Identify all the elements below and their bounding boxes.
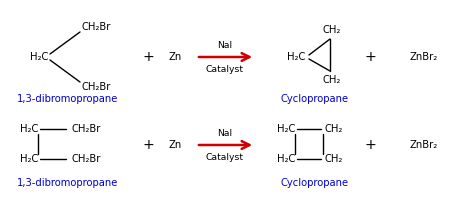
Text: CH₂: CH₂: [325, 124, 343, 134]
Text: CH₂Br: CH₂Br: [82, 82, 111, 92]
Text: CH₂: CH₂: [323, 75, 341, 85]
Text: H₂C: H₂C: [277, 124, 295, 134]
Text: NaI: NaI: [218, 40, 233, 50]
Text: H₂C: H₂C: [19, 154, 38, 164]
Text: H₂C: H₂C: [19, 124, 38, 134]
Text: ZnBr₂: ZnBr₂: [410, 52, 438, 62]
Text: H₂C: H₂C: [29, 52, 48, 62]
Text: NaI: NaI: [218, 128, 233, 138]
Text: CH₂: CH₂: [323, 25, 341, 35]
Text: CH₂Br: CH₂Br: [72, 154, 101, 164]
Text: +: +: [364, 50, 376, 64]
Text: Zn: Zn: [168, 52, 182, 62]
Text: +: +: [142, 50, 154, 64]
Text: H₂C: H₂C: [287, 52, 305, 62]
Text: Zn: Zn: [168, 140, 182, 150]
Text: +: +: [142, 138, 154, 152]
Text: Cyclopropane: Cyclopropane: [281, 94, 349, 104]
Text: H₂C: H₂C: [277, 154, 295, 164]
Text: 1,3-dibromopropane: 1,3-dibromopropane: [18, 178, 118, 188]
Text: Catalyst: Catalyst: [206, 152, 244, 161]
Text: ZnBr₂: ZnBr₂: [410, 140, 438, 150]
Text: CH₂Br: CH₂Br: [82, 22, 111, 32]
Text: CH₂Br: CH₂Br: [72, 124, 101, 134]
Text: CH₂: CH₂: [325, 154, 343, 164]
Text: +: +: [364, 138, 376, 152]
Text: Cyclopropane: Cyclopropane: [281, 178, 349, 188]
Text: 1,3-dibromopropane: 1,3-dibromopropane: [18, 94, 118, 104]
Text: Catalyst: Catalyst: [206, 64, 244, 73]
